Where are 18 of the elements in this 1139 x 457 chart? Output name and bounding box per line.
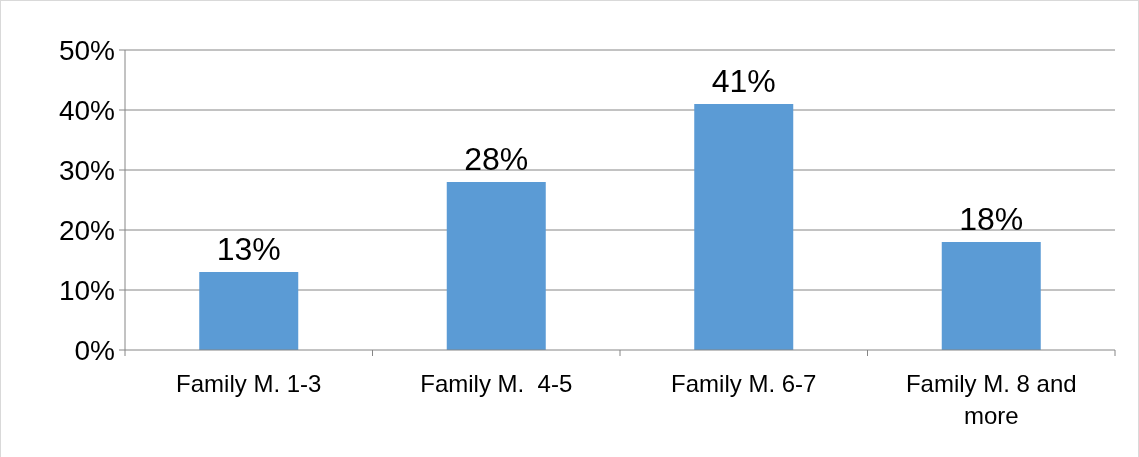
y-tick-label: 50% (58, 34, 115, 66)
y-tick-label: 30% (58, 154, 115, 186)
data-label: 13% (216, 231, 281, 267)
x-tick-label: Family M. 6-7 (671, 370, 817, 397)
y-tick-label: 20% (58, 214, 115, 246)
data-label: 18% (959, 201, 1024, 237)
x-tick-label: Family M. 8 and more (905, 370, 1077, 429)
bar (941, 242, 1041, 350)
data-label: 28% (464, 141, 529, 177)
bar (199, 272, 299, 350)
bar (694, 104, 794, 350)
bar (446, 182, 546, 350)
x-tick-label: Family M. 1-3 (176, 370, 322, 397)
x-tick-label: Family M. 4-5 (420, 370, 573, 397)
y-tick-label: 0% (74, 334, 115, 366)
data-label: 41% (711, 63, 776, 99)
y-tick-label: 10% (58, 274, 115, 306)
y-tick-label: 40% (58, 94, 115, 126)
